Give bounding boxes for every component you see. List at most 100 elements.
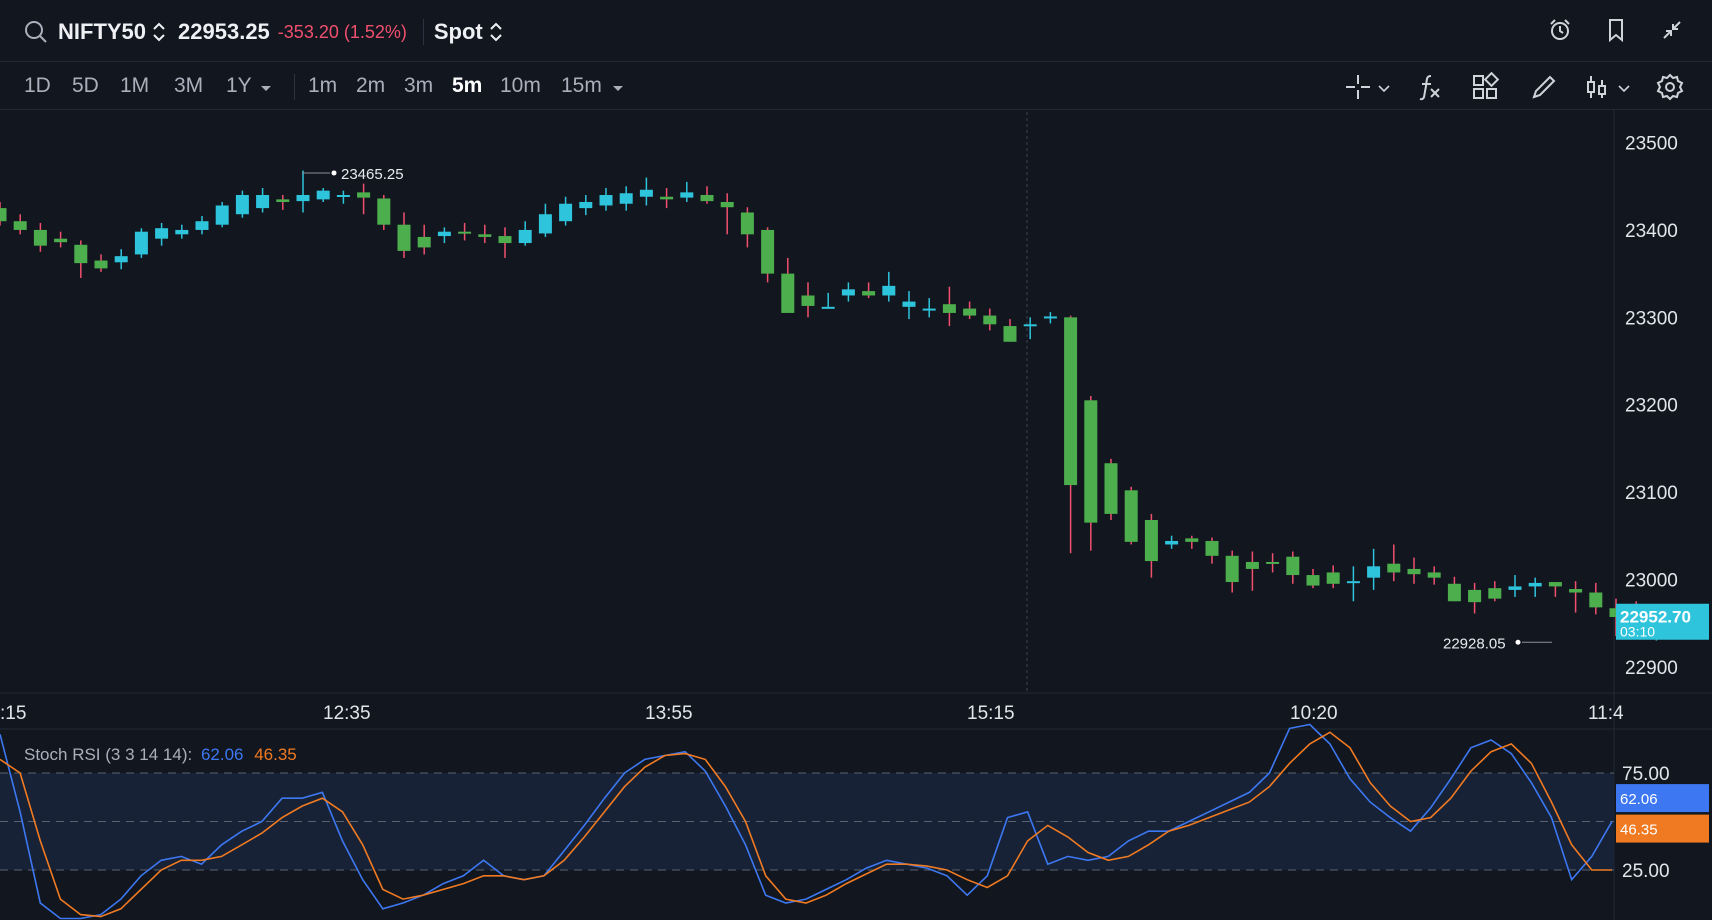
candle-body[interactable] [1104, 463, 1118, 514]
draw-pencil-icon[interactable] [1529, 72, 1559, 102]
candle-body[interactable] [215, 205, 229, 225]
candle-body[interactable] [1043, 316, 1057, 319]
candle-body[interactable] [1084, 400, 1098, 523]
chevron-down-icon[interactable] [1378, 84, 1390, 94]
candle-body[interactable] [13, 221, 27, 230]
range-1d[interactable]: 1D [24, 74, 51, 97]
candle-body[interactable] [357, 192, 371, 198]
candle-body[interactable] [1266, 561, 1280, 564]
candle-body[interactable] [1023, 324, 1037, 327]
candle-body[interactable] [1468, 589, 1482, 603]
candle-body[interactable] [33, 229, 47, 246]
candle-body[interactable] [478, 234, 492, 237]
market-switch-icon[interactable] [487, 19, 505, 45]
candle-body[interactable] [902, 301, 916, 307]
search-icon[interactable] [22, 18, 50, 46]
candle-body[interactable] [1367, 566, 1381, 578]
candle-body[interactable] [720, 201, 734, 208]
candle-body[interactable] [498, 236, 512, 244]
candle-body[interactable] [1064, 317, 1078, 486]
symbol-name[interactable]: NIFTY50 [58, 19, 147, 44]
candle-body[interactable] [377, 198, 391, 225]
range-3m[interactable]: 3M [174, 74, 204, 97]
candle-body[interactable] [1003, 326, 1017, 342]
interval-10m[interactable]: 10m [500, 74, 541, 97]
candle-body[interactable] [963, 308, 977, 316]
layout-grid-icon[interactable] [1470, 72, 1500, 102]
candle-body[interactable] [1144, 520, 1158, 562]
candle-body[interactable] [559, 203, 573, 222]
candle-body[interactable] [983, 315, 997, 325]
market-type[interactable]: Spot [433, 19, 483, 44]
candle-body[interactable] [417, 236, 431, 248]
candle-body[interactable] [740, 212, 754, 235]
candle-body[interactable] [1589, 592, 1603, 608]
candle-body[interactable] [1245, 561, 1259, 569]
candle-body[interactable] [1286, 556, 1300, 576]
candle-body[interactable] [114, 256, 128, 263]
interval-3m[interactable]: 3m [404, 74, 434, 97]
candle-body[interactable] [841, 289, 855, 296]
candle-body[interactable] [821, 306, 835, 309]
candle-body[interactable] [336, 195, 350, 197]
candle-body[interactable] [458, 231, 472, 234]
candle-body[interactable] [781, 273, 795, 313]
candle-body[interactable] [579, 201, 593, 209]
candle-body[interactable] [538, 214, 552, 234]
candle-body[interactable] [256, 195, 270, 209]
candle-body[interactable] [1387, 563, 1401, 573]
interval-dropdown-icon[interactable] [612, 84, 624, 94]
candle-body[interactable] [74, 244, 88, 264]
candle-body[interactable] [922, 308, 936, 311]
candle-body[interactable] [54, 238, 68, 243]
candle-body[interactable] [882, 285, 896, 296]
interval-5m[interactable]: 5m [452, 74, 483, 97]
candle-body[interactable] [0, 208, 7, 222]
settings-icon[interactable] [1655, 72, 1685, 102]
candle-body[interactable] [1548, 582, 1562, 587]
candle-body[interactable] [1185, 538, 1199, 542]
candle-body[interactable] [1205, 540, 1219, 556]
candle-body[interactable] [1488, 588, 1502, 599]
bookmark-icon[interactable] [1602, 16, 1630, 44]
candle-body[interactable] [437, 231, 451, 237]
candle-body[interactable] [700, 195, 714, 202]
range-1m[interactable]: 1M [120, 74, 150, 97]
range-5d[interactable]: 5D [72, 74, 99, 97]
indicator-legend[interactable]: Stoch RSI (3 3 14 14): 62.06 46.35 [24, 745, 297, 765]
candle-type-icon[interactable] [1582, 72, 1612, 102]
chevron-down-icon[interactable] [1618, 84, 1630, 94]
candle-body[interactable] [94, 260, 108, 269]
candle-body[interactable] [175, 229, 189, 235]
candle-body[interactable] [276, 199, 290, 202]
candle-body[interactable] [1124, 490, 1138, 542]
collapse-icon[interactable] [1658, 16, 1686, 44]
candle-body[interactable] [619, 193, 633, 204]
crosshair-icon[interactable] [1343, 72, 1373, 102]
candle-body[interactable] [296, 195, 310, 202]
candle-body[interactable] [1508, 586, 1522, 590]
candle-body[interactable] [801, 295, 815, 306]
candle-body[interactable] [1326, 572, 1340, 584]
interval-15m[interactable]: 15m [561, 74, 602, 97]
candle-body[interactable] [1225, 555, 1239, 583]
symbol-switch-icon[interactable] [150, 19, 168, 45]
interval-1m[interactable]: 1m [308, 74, 338, 97]
candle-body[interactable] [862, 291, 876, 296]
candle-body[interactable] [680, 192, 694, 198]
range-dropdown-icon[interactable] [260, 84, 272, 94]
candle-body[interactable] [155, 228, 169, 239]
candle-body[interactable] [1346, 581, 1360, 584]
candle-body[interactable] [397, 224, 411, 251]
candle-body[interactable] [599, 195, 613, 206]
candle-body[interactable] [1528, 582, 1542, 587]
candle-body[interactable] [1165, 540, 1179, 545]
alarm-icon[interactable] [1546, 16, 1574, 44]
candle-body[interactable] [316, 190, 330, 200]
candle-body[interactable] [1447, 583, 1461, 602]
candle-body[interactable] [518, 229, 532, 244]
interval-2m[interactable]: 2m [356, 74, 386, 97]
candle-body[interactable] [195, 221, 209, 230]
range-1y[interactable]: 1Y [226, 74, 252, 97]
